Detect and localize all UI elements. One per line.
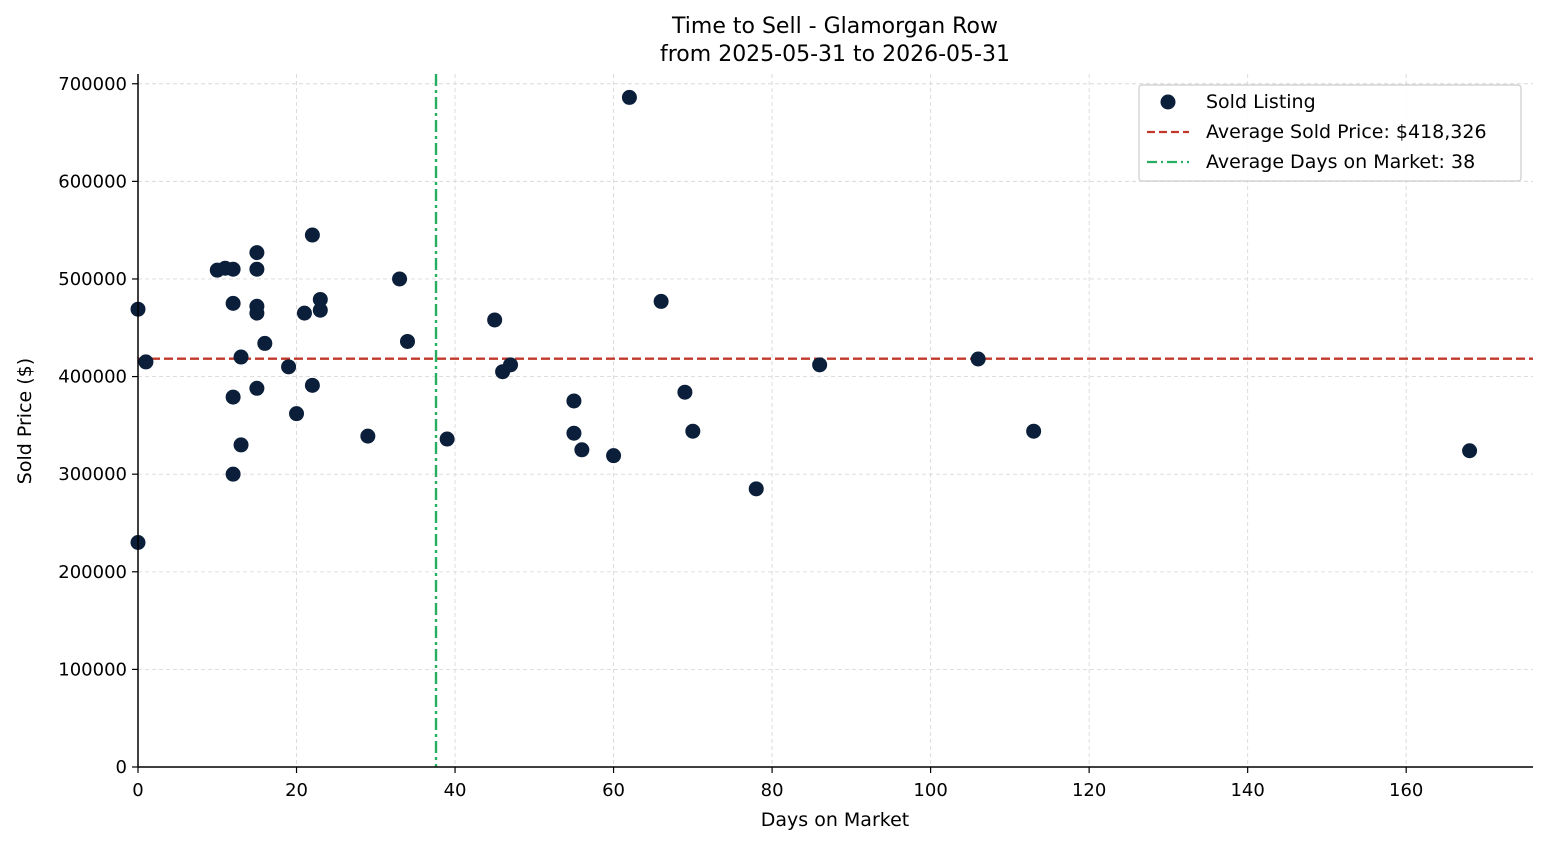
x-tick-label: 120 — [1072, 780, 1106, 801]
data-point — [225, 466, 241, 482]
data-point — [606, 448, 622, 464]
x-tick-label: 0 — [132, 780, 143, 801]
chart-title: Time to Sell - Glamorgan Row — [671, 14, 998, 39]
data-point — [233, 349, 249, 365]
data-point — [685, 423, 701, 439]
y-tick-label: 0 — [116, 757, 127, 778]
data-point — [249, 380, 265, 396]
legend-marker-sold-listing — [1160, 94, 1176, 110]
data-point — [225, 389, 241, 405]
data-point — [249, 245, 265, 261]
data-point — [399, 333, 415, 349]
x-tick-label: 100 — [913, 780, 947, 801]
data-point — [249, 261, 265, 277]
x-tick-label: 60 — [602, 780, 625, 801]
data-point — [249, 305, 265, 321]
data-point — [677, 384, 693, 400]
x-tick-label: 40 — [444, 780, 467, 801]
x-tick-label: 80 — [761, 780, 784, 801]
data-point — [392, 271, 408, 287]
data-point — [1462, 443, 1478, 459]
data-points — [130, 89, 1478, 551]
data-point — [970, 351, 986, 367]
data-point — [621, 89, 637, 105]
data-point — [296, 305, 312, 321]
data-point — [225, 261, 241, 277]
data-point — [281, 359, 297, 375]
data-point — [138, 354, 154, 370]
data-point — [312, 291, 328, 307]
data-point — [439, 431, 455, 447]
chart-subtitle: from 2025-05-31 to 2026-05-31 — [660, 42, 1010, 67]
y-tick-label: 600000 — [58, 171, 127, 192]
x-tick-label: 20 — [285, 780, 308, 801]
y-tick-label: 500000 — [58, 269, 127, 290]
data-point — [566, 393, 582, 409]
legend-label-avg-price: Average Sold Price: $418,326 — [1206, 121, 1487, 143]
data-point — [574, 442, 590, 458]
y-tick-label: 400000 — [58, 367, 127, 388]
y-tick-label: 100000 — [58, 659, 127, 680]
legend: Sold Listing Average Sold Price: $418,32… — [1138, 84, 1522, 182]
data-point — [653, 293, 669, 309]
data-point — [312, 302, 328, 318]
legend-box — [1138, 84, 1522, 182]
data-point — [225, 295, 241, 311]
data-point — [487, 312, 503, 328]
x-tick-label: 140 — [1230, 780, 1264, 801]
data-point — [748, 481, 764, 497]
y-tick-label: 300000 — [58, 464, 127, 485]
reference-lines — [138, 74, 1533, 767]
data-point — [1026, 423, 1042, 439]
tick-labels: 0 20 40 60 80 100 120 140 160 0 100000 200000 300000… — [58, 74, 1423, 801]
data-point — [812, 357, 828, 373]
data-point — [360, 428, 376, 444]
legend-label-sold-listing: Sold Listing — [1206, 91, 1316, 113]
data-point — [289, 406, 305, 422]
data-point — [304, 377, 320, 393]
y-tick-label: 200000 — [58, 562, 127, 583]
y-tick-label: 700000 — [58, 74, 127, 95]
x-axis-label: Days on Market — [761, 809, 909, 831]
y-axis-label: Sold Price ($) — [14, 358, 36, 484]
x-tick-label: 160 — [1389, 780, 1423, 801]
data-point — [304, 227, 320, 243]
data-point — [257, 335, 273, 351]
data-point — [503, 357, 519, 373]
legend-label-avg-days: Average Days on Market: 38 — [1206, 151, 1475, 173]
data-point — [233, 437, 249, 453]
axes — [132, 74, 1533, 773]
data-point — [566, 425, 582, 441]
